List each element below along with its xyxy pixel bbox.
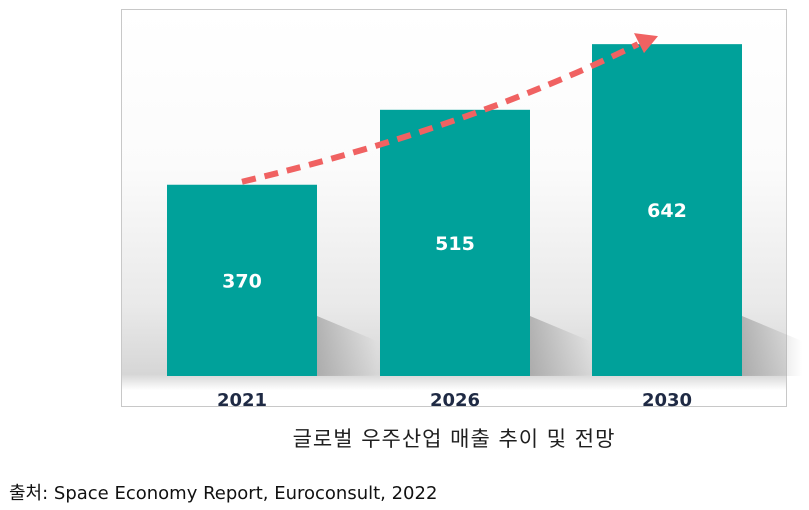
bar-shadow	[530, 316, 590, 376]
bar-2030	[592, 44, 742, 377]
bar-shadow	[317, 316, 377, 376]
x-tick-label: 2026	[430, 390, 480, 411]
source-note: 출처: Space Economy Report, Euroconsult, 2…	[9, 483, 438, 504]
bar-2021	[167, 184, 317, 376]
bar-shadow	[742, 316, 802, 376]
bar-2026	[380, 109, 530, 376]
bar-value-label: 642	[647, 200, 687, 222]
chart-caption: 글로벌 우주산업 매출 추이 및 전망	[292, 427, 616, 451]
bar-value-label: 370	[222, 270, 262, 292]
x-tick-label: 2021	[217, 390, 267, 411]
trend-arrow-head	[634, 33, 658, 54]
bar-chart: 370 515 642 2021 2026 2030	[167, 33, 802, 411]
trend-arrow-line	[241, 41, 640, 185]
x-tick-label: 2030	[642, 390, 692, 411]
bar-value-label: 515	[435, 233, 475, 255]
